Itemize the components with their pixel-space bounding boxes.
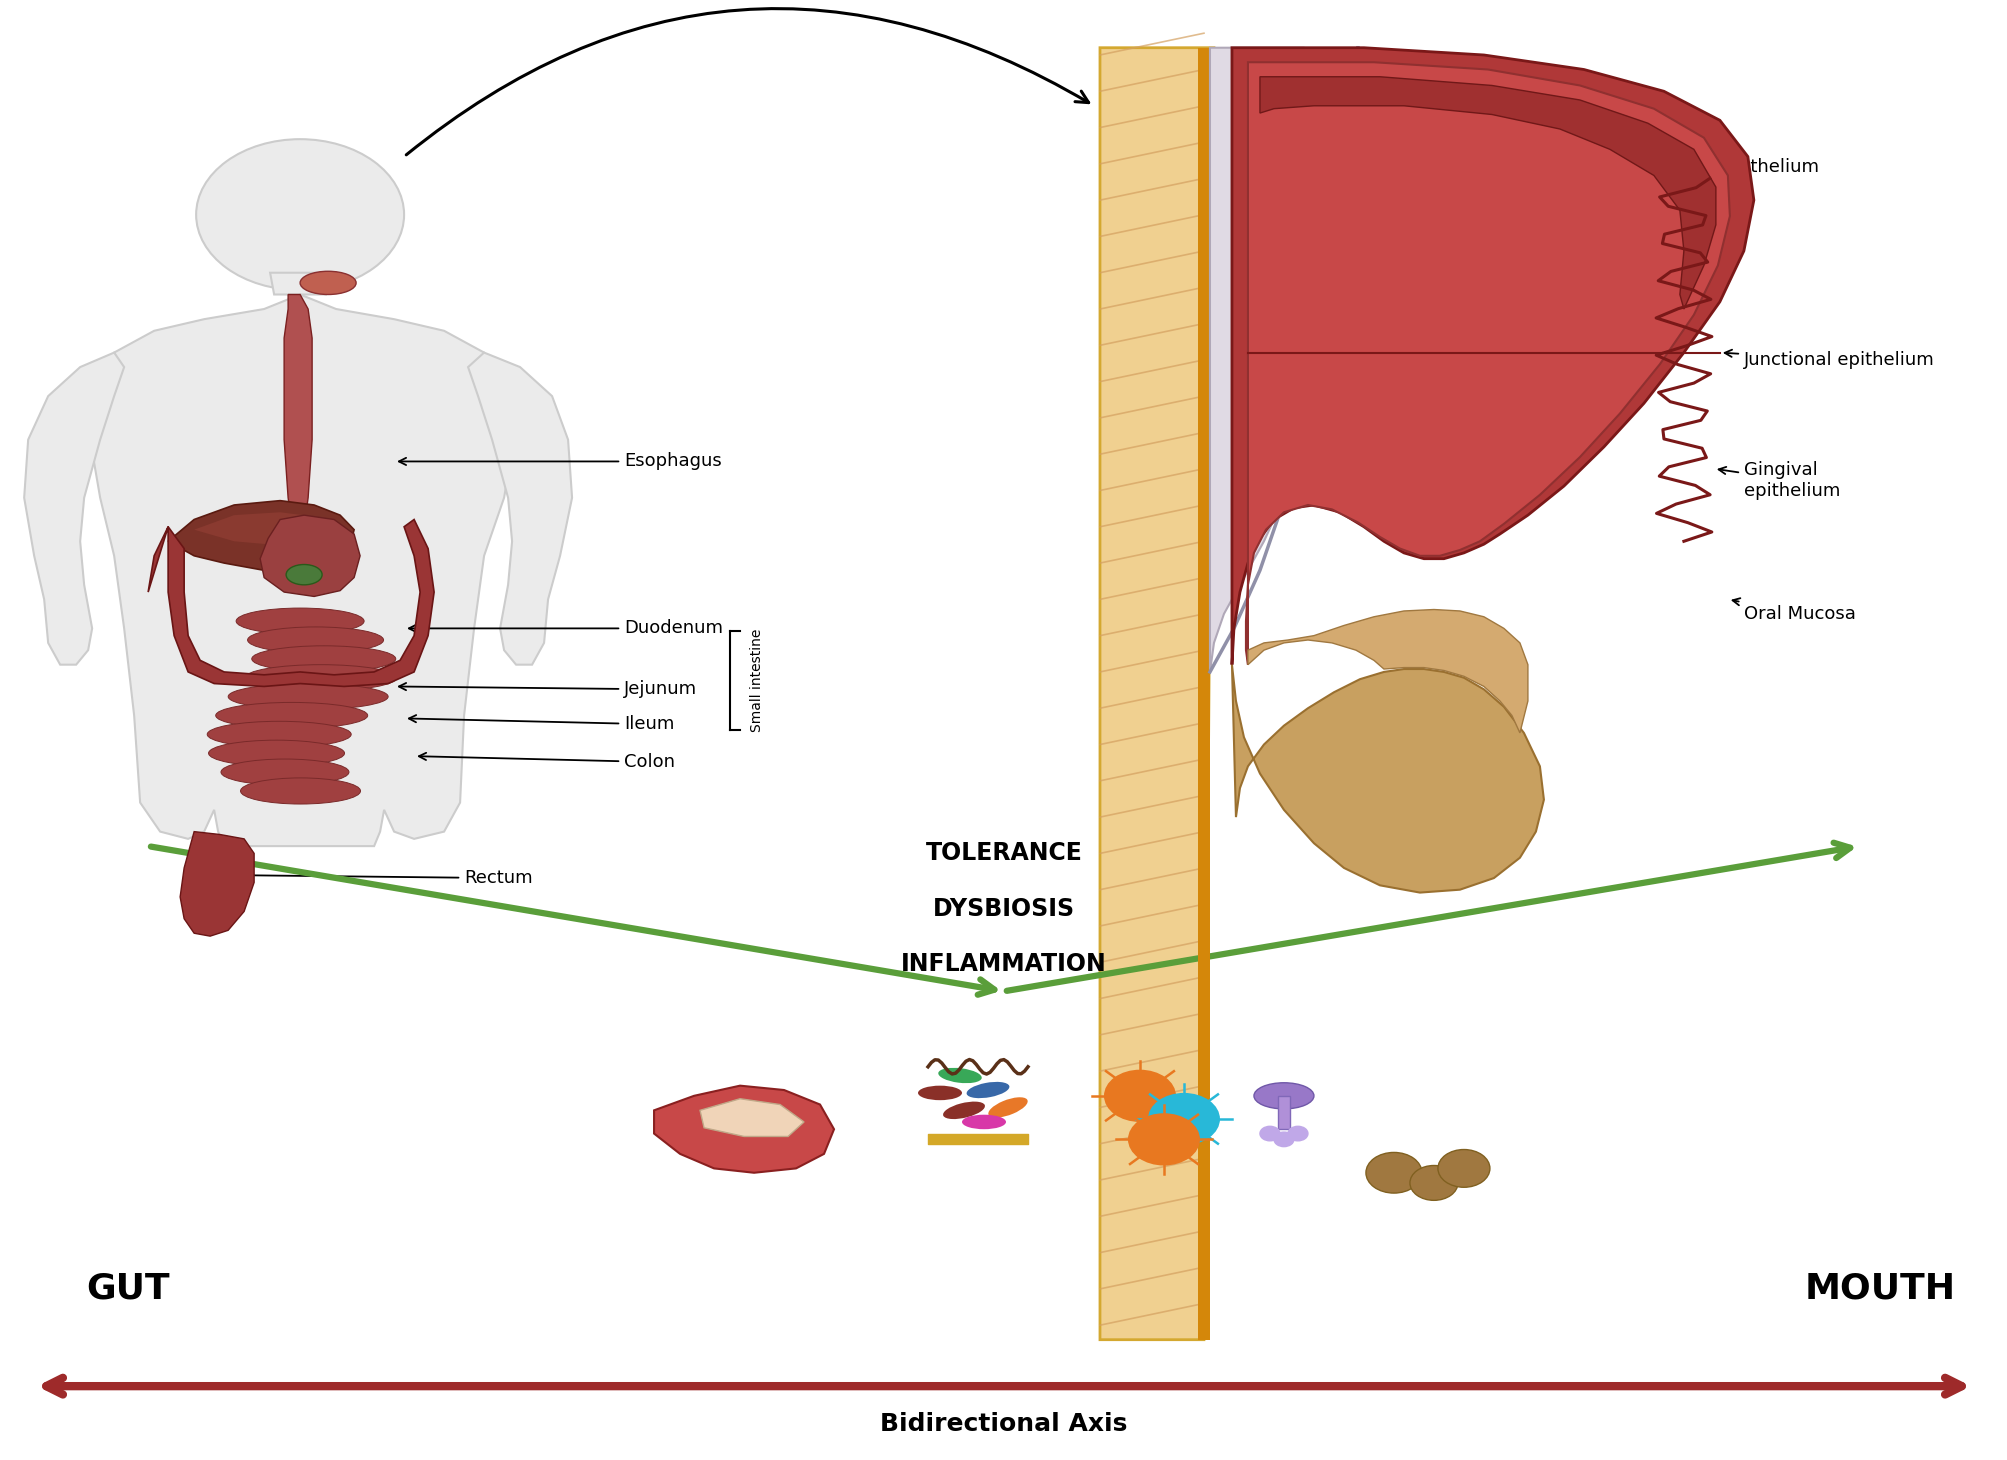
Polygon shape (1210, 48, 1367, 672)
Text: Jejunum: Jejunum (399, 680, 696, 698)
Ellipse shape (245, 664, 397, 691)
Polygon shape (195, 512, 333, 548)
Polygon shape (271, 273, 329, 295)
Circle shape (1409, 1165, 1457, 1200)
Polygon shape (149, 520, 434, 686)
Ellipse shape (285, 565, 321, 585)
Polygon shape (700, 1099, 803, 1136)
Ellipse shape (987, 1098, 1028, 1117)
Polygon shape (1198, 48, 1210, 1340)
Text: Oral Mucosa: Oral Mucosa (1732, 599, 1854, 623)
Circle shape (1286, 1126, 1307, 1140)
Polygon shape (1232, 48, 1752, 664)
Circle shape (1104, 1070, 1176, 1121)
Ellipse shape (299, 272, 355, 295)
Text: Sulcular epithelium: Sulcular epithelium (1527, 158, 1818, 184)
Polygon shape (468, 352, 572, 664)
Ellipse shape (209, 740, 345, 766)
Ellipse shape (237, 607, 363, 634)
Ellipse shape (943, 1102, 985, 1118)
Text: DYSBIOSIS: DYSBIOSIS (933, 896, 1074, 921)
Ellipse shape (229, 683, 387, 710)
Circle shape (1258, 1126, 1278, 1140)
Ellipse shape (251, 645, 395, 672)
Text: Esophagus: Esophagus (399, 453, 721, 470)
Polygon shape (1276, 1096, 1288, 1129)
Polygon shape (283, 295, 311, 527)
Ellipse shape (937, 1067, 981, 1083)
Ellipse shape (961, 1114, 1006, 1129)
Polygon shape (169, 501, 353, 574)
Polygon shape (1246, 609, 1527, 733)
Text: Bidirectional Axis: Bidirectional Axis (879, 1412, 1128, 1435)
Text: GUT: GUT (86, 1272, 171, 1305)
Text: Colon: Colon (419, 753, 674, 771)
Ellipse shape (207, 721, 351, 748)
Ellipse shape (917, 1086, 961, 1101)
Polygon shape (1258, 77, 1716, 310)
Text: MOUTH: MOUTH (1804, 1272, 1955, 1305)
Circle shape (1272, 1132, 1293, 1146)
Ellipse shape (1252, 1083, 1313, 1110)
Polygon shape (261, 515, 359, 597)
Polygon shape (181, 832, 255, 936)
Polygon shape (24, 352, 124, 664)
Text: Junctional epithelium: Junctional epithelium (1724, 350, 1933, 369)
Ellipse shape (241, 778, 361, 804)
Circle shape (197, 139, 403, 291)
Polygon shape (90, 295, 514, 847)
Circle shape (1365, 1152, 1421, 1193)
Text: Ileum: Ileum (409, 715, 674, 733)
Polygon shape (1244, 63, 1728, 664)
Ellipse shape (247, 626, 383, 653)
Ellipse shape (221, 759, 349, 785)
Circle shape (1128, 1113, 1200, 1165)
Text: TOLERANCE: TOLERANCE (925, 841, 1082, 866)
Text: Gingival
epithelium: Gingival epithelium (1718, 461, 1838, 499)
Polygon shape (654, 1086, 833, 1172)
Circle shape (1148, 1094, 1220, 1145)
Ellipse shape (215, 702, 367, 729)
Polygon shape (1100, 48, 1214, 1340)
Text: Rectum: Rectum (241, 869, 532, 888)
Text: Small intestine: Small intestine (751, 629, 763, 733)
Ellipse shape (965, 1082, 1010, 1098)
Circle shape (1437, 1149, 1489, 1187)
Text: Duodenum: Duodenum (409, 619, 723, 638)
Text: INFLAMMATION: INFLAMMATION (901, 952, 1106, 975)
Polygon shape (1232, 664, 1543, 892)
